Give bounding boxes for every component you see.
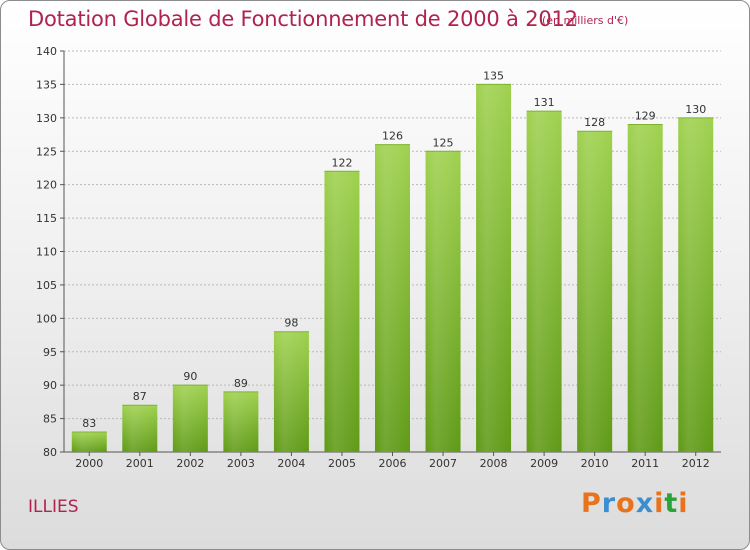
- y-tick-label: 80: [43, 446, 57, 459]
- data-label-2002: 90: [183, 370, 197, 383]
- data-label-2007: 125: [433, 136, 454, 149]
- data-label-2006: 126: [382, 130, 403, 143]
- x-tick-label-2011: 2011: [631, 457, 659, 470]
- x-tick-label-2005: 2005: [328, 457, 356, 470]
- bar-shine-2009: [526, 111, 562, 453]
- y-tick-label: 95: [43, 346, 57, 359]
- y-tick-label: 105: [36, 279, 57, 292]
- bar-shine-2000: [71, 431, 107, 452]
- bars: [71, 83, 714, 453]
- data-label-2005: 122: [331, 156, 352, 169]
- x-tick-label-2002: 2002: [176, 457, 204, 470]
- x-tick-label-2003: 2003: [227, 457, 255, 470]
- y-tick-label: 110: [36, 246, 57, 259]
- y-tick-label: 120: [36, 179, 57, 192]
- logo-letter: P: [581, 488, 602, 519]
- logo-letter: r: [601, 488, 617, 519]
- chart-subtitle: (en milliers d'€): [542, 14, 629, 27]
- logo-letter: t: [664, 488, 679, 519]
- data-label-2004: 98: [284, 317, 298, 330]
- bar-shine-2005: [324, 171, 360, 453]
- data-label-2011: 129: [635, 110, 656, 123]
- bar-shine-2010: [577, 131, 613, 452]
- data-labels: 83 87 90 89 98 122 126 125 135 131 128 129 130: [82, 69, 706, 430]
- x-tick-label-2006: 2006: [379, 457, 407, 470]
- y-tick-label: 85: [43, 413, 57, 426]
- data-label-2000: 83: [82, 417, 96, 430]
- bar-shine-2008: [476, 84, 512, 453]
- data-label-2003: 89: [234, 377, 248, 390]
- bar-shine-2004: [273, 331, 309, 452]
- x-tick-label-2009: 2009: [530, 457, 558, 470]
- data-label-2009: 131: [534, 96, 555, 109]
- bar-shine-2003: [223, 391, 259, 452]
- x-tick-label-2008: 2008: [480, 457, 508, 470]
- axes: 80 85 90 95 100 105 110 115 120 125 130 135 140 2000 2…: [36, 45, 721, 470]
- y-tick-label: 135: [36, 78, 57, 91]
- data-label-2001: 87: [133, 390, 147, 403]
- bar-shine-2002: [172, 385, 208, 452]
- logo-letter: o: [616, 488, 636, 519]
- y-tick-label: 90: [43, 379, 57, 392]
- x-tick-label-2010: 2010: [581, 457, 609, 470]
- chart-title: Dotation Globale de Fonctionnement de 20…: [28, 7, 578, 31]
- logo-letter: x: [635, 488, 655, 519]
- bar-shine-2007: [425, 151, 461, 452]
- x-tick-label-2001: 2001: [126, 457, 154, 470]
- logo-letter: i: [678, 488, 689, 519]
- commune-name: ILLIES: [28, 497, 79, 517]
- x-tick-label-2004: 2004: [277, 457, 305, 470]
- data-label-2012: 130: [685, 103, 706, 116]
- x-tick-label-2007: 2007: [429, 457, 457, 470]
- y-tick-label: 130: [36, 112, 57, 125]
- x-tick-label-2012: 2012: [682, 457, 710, 470]
- y-tick-label: 100: [36, 312, 57, 325]
- bar-shine-2006: [375, 144, 410, 453]
- y-tick-label: 115: [36, 212, 57, 225]
- x-tick-label-2000: 2000: [75, 457, 103, 470]
- bar-shine-2001: [122, 405, 158, 452]
- data-label-2008: 135: [483, 69, 504, 82]
- bar-shine-2012: [678, 117, 714, 452]
- y-tick-label: 140: [36, 45, 57, 58]
- bar-shine-2011: [627, 124, 663, 453]
- proxiti-logo: Proxiti: [581, 488, 689, 519]
- y-tick-label: 125: [36, 145, 57, 158]
- data-label-2010: 128: [584, 116, 605, 129]
- logo-letter: i: [654, 488, 665, 519]
